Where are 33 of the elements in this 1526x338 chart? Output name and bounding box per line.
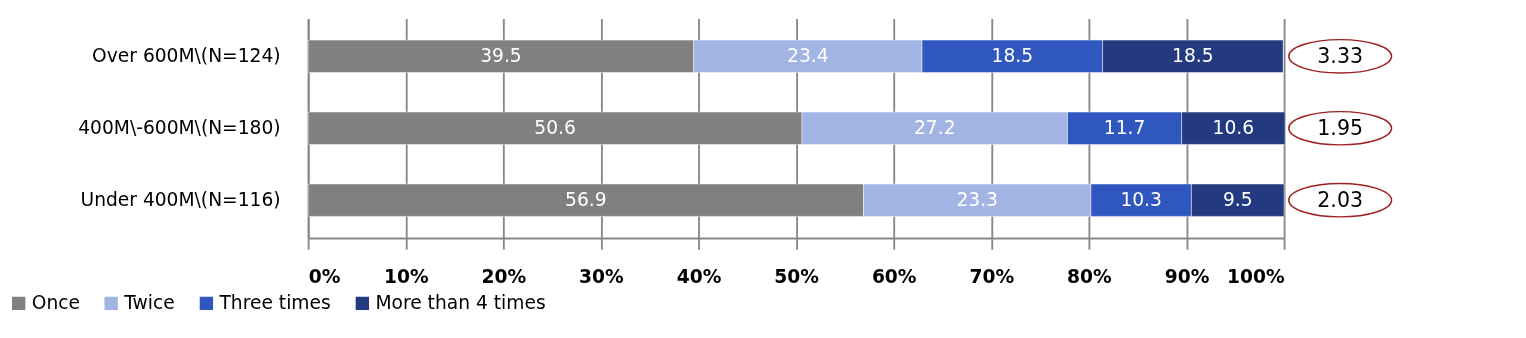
data-label: 23.3 <box>956 188 998 210</box>
data-label: 18.5 <box>991 44 1034 66</box>
x-tick-label: 20% <box>481 266 527 288</box>
data-label: 27.2 <box>913 116 956 138</box>
data-label: 50.6 <box>534 116 576 138</box>
data-label: 11.7 <box>1103 116 1146 138</box>
legend-label: Once <box>31 292 80 313</box>
x-tick-label: 10% <box>383 266 429 288</box>
data-label: 39.5 <box>480 44 522 66</box>
x-tick-label: 100% <box>1226 266 1285 288</box>
data-label: 23.4 <box>787 44 829 66</box>
data-label: 9.5 <box>1222 188 1253 210</box>
text: 3.33 <box>1317 43 1364 68</box>
x-tick-label: 40% <box>676 266 722 288</box>
x-tick-label: 30% <box>579 266 625 288</box>
x-tick-label: 90% <box>1164 266 1210 288</box>
data-label: 10.6 <box>1212 116 1255 138</box>
x-tick-label: 50% <box>774 266 820 288</box>
y-tick-label: Under 400M\(N=116) <box>80 188 281 210</box>
data-label: 10.3 <box>1120 188 1162 210</box>
y-tick-label: 400M\-600M\(N=180) <box>78 116 281 138</box>
x-tick-label: 0% <box>308 266 341 288</box>
legend-label: More than 4 times <box>375 292 546 313</box>
y-tick-label: Over 600M\(N=124) <box>92 44 281 66</box>
x-tick-label: 70% <box>969 266 1015 288</box>
legend-label: Twice <box>123 292 175 313</box>
data-label: 18.5 <box>1172 44 1214 66</box>
text: 2.03 <box>1317 187 1364 212</box>
x-tick-label: 80% <box>1067 266 1113 288</box>
data-label: 56.9 <box>565 188 607 210</box>
text: 1.95 <box>1317 115 1364 140</box>
x-tick-label: 60% <box>871 266 917 288</box>
legend-label: Three times <box>218 292 331 313</box>
